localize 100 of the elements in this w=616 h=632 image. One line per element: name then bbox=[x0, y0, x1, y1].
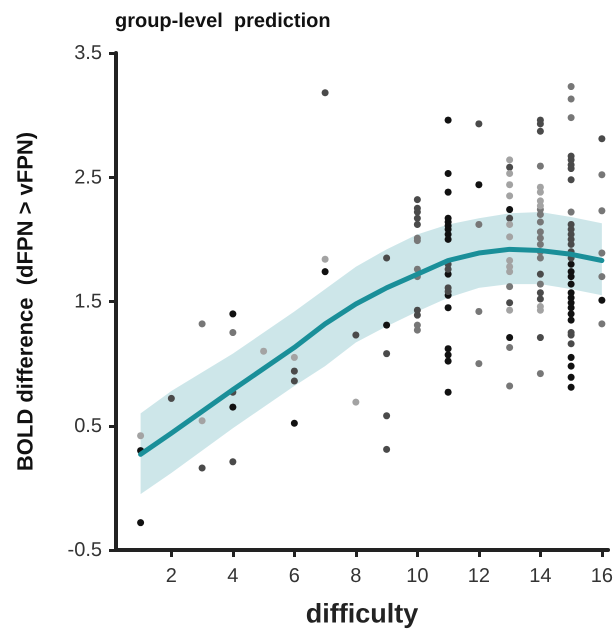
point bbox=[536, 240, 544, 248]
x-tick-label: 12 bbox=[468, 565, 490, 587]
point bbox=[506, 306, 514, 314]
point bbox=[506, 382, 514, 390]
point bbox=[568, 280, 575, 288]
point bbox=[568, 340, 575, 348]
point bbox=[598, 171, 606, 178]
point bbox=[414, 312, 421, 319]
point bbox=[198, 464, 206, 472]
point bbox=[229, 310, 236, 318]
point bbox=[506, 257, 514, 264]
x-tick-label: 10 bbox=[406, 565, 428, 587]
point bbox=[444, 388, 452, 396]
point bbox=[260, 348, 268, 355]
point bbox=[444, 351, 452, 358]
point bbox=[506, 156, 514, 164]
point bbox=[568, 362, 575, 370]
point bbox=[536, 202, 544, 210]
point bbox=[290, 368, 298, 375]
x-tick-label: 16 bbox=[590, 565, 613, 587]
point bbox=[506, 181, 514, 188]
point bbox=[568, 95, 575, 102]
point bbox=[568, 83, 575, 90]
chart-title: group-level prediction bbox=[115, 10, 331, 32]
point bbox=[598, 296, 606, 304]
point bbox=[444, 345, 452, 352]
point bbox=[536, 228, 544, 236]
point bbox=[414, 220, 421, 228]
point bbox=[322, 268, 329, 276]
point bbox=[536, 211, 544, 218]
point bbox=[536, 218, 544, 226]
point bbox=[506, 164, 514, 171]
point bbox=[414, 214, 421, 222]
point bbox=[536, 270, 544, 278]
x-axis-title: difficulty bbox=[306, 598, 418, 628]
point bbox=[414, 196, 421, 204]
point bbox=[536, 162, 544, 170]
point bbox=[444, 304, 452, 312]
x-tick-label: 8 bbox=[350, 565, 362, 587]
point bbox=[444, 236, 452, 243]
point bbox=[475, 181, 482, 188]
point bbox=[568, 273, 575, 280]
point bbox=[536, 234, 544, 242]
point bbox=[506, 220, 514, 228]
point bbox=[506, 299, 514, 306]
point bbox=[568, 240, 575, 248]
point bbox=[598, 207, 606, 214]
point bbox=[383, 322, 390, 329]
point bbox=[568, 316, 575, 324]
point bbox=[137, 519, 144, 526]
point bbox=[444, 266, 452, 273]
point bbox=[536, 254, 544, 262]
point bbox=[475, 360, 482, 368]
point bbox=[506, 170, 514, 178]
point bbox=[383, 412, 390, 420]
x-tick-label: 14 bbox=[529, 565, 552, 587]
point bbox=[229, 404, 236, 411]
point bbox=[536, 296, 544, 303]
point bbox=[506, 334, 514, 342]
x-tick-label: 2 bbox=[166, 565, 177, 587]
y-tick-label: -0.5 bbox=[68, 539, 102, 561]
point bbox=[168, 394, 175, 402]
point bbox=[322, 256, 329, 263]
point bbox=[506, 344, 514, 351]
point bbox=[444, 358, 452, 365]
point bbox=[568, 374, 575, 381]
point bbox=[506, 268, 514, 276]
point bbox=[229, 458, 236, 466]
point bbox=[137, 432, 144, 440]
x-tick-label: 4 bbox=[227, 565, 238, 587]
point bbox=[568, 354, 575, 361]
point bbox=[383, 350, 390, 358]
point bbox=[536, 188, 544, 196]
point bbox=[475, 120, 482, 128]
point bbox=[536, 370, 544, 378]
point bbox=[568, 260, 575, 268]
point bbox=[444, 170, 452, 178]
point bbox=[536, 280, 544, 288]
point bbox=[568, 176, 575, 184]
y-tick-label: 2.5 bbox=[74, 166, 102, 188]
point bbox=[475, 220, 482, 228]
point bbox=[229, 329, 236, 336]
point bbox=[598, 320, 606, 328]
point bbox=[598, 135, 606, 142]
point bbox=[506, 192, 514, 200]
point bbox=[568, 304, 575, 312]
point bbox=[352, 332, 360, 339]
point bbox=[568, 114, 575, 122]
point bbox=[290, 420, 298, 427]
point bbox=[444, 188, 452, 196]
point bbox=[383, 446, 390, 453]
point bbox=[536, 289, 544, 296]
point bbox=[506, 206, 514, 214]
point bbox=[568, 310, 575, 318]
point bbox=[352, 398, 360, 406]
point bbox=[506, 283, 514, 290]
point bbox=[568, 208, 575, 216]
point bbox=[198, 320, 206, 328]
y-tick-label: 1.5 bbox=[74, 290, 102, 312]
point bbox=[198, 417, 206, 424]
